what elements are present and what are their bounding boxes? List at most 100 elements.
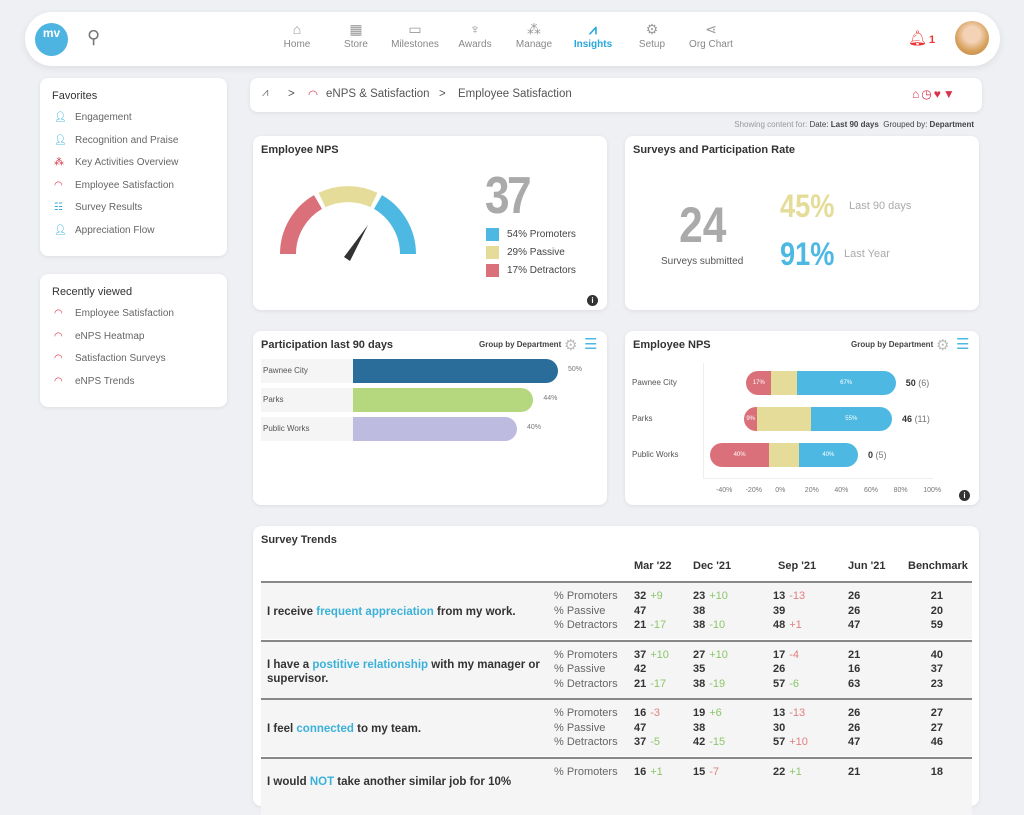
cell-value: 21 -17 xyxy=(634,619,666,631)
cell-value: 38 xyxy=(693,722,705,734)
nav-home[interactable]: ⌂ Home xyxy=(267,21,327,50)
stacked-bar[interactable]: 17% 67% xyxy=(746,371,896,395)
recent-item[interactable]: ◠ eNPS Heatmap xyxy=(40,329,227,352)
cell-value: 42 -15 xyxy=(693,736,725,748)
favorite-item[interactable]: 👤︎ Recognition and Praise xyxy=(40,133,227,156)
bar-row xyxy=(261,359,353,383)
value: 22 xyxy=(773,766,786,779)
value: 46 xyxy=(930,736,943,749)
value: 37 xyxy=(634,648,647,661)
value: 47 xyxy=(634,721,647,734)
recent-item[interactable]: ◠ Employee Satisfaction xyxy=(40,306,227,329)
participation-card: Participation last 90 days Group by Depa… xyxy=(253,331,607,505)
question-text: to my team. xyxy=(353,723,422,736)
favorite-item[interactable]: ☷ Survey Results xyxy=(40,200,227,223)
stacked-bar[interactable]: 9% 55% xyxy=(744,407,892,431)
recent-item[interactable]: ◠ Satisfaction Surveys xyxy=(40,351,227,374)
favorite-item[interactable]: ⁂ Key Activities Overview xyxy=(40,155,227,178)
gear-icon[interactable]: ⚙ xyxy=(936,337,950,354)
recent-item[interactable]: ◠ eNPS Trends xyxy=(40,374,227,397)
heart-icon[interactable]: ♥ xyxy=(933,87,943,101)
home-icon: ⌂ xyxy=(292,21,302,37)
favorite-label: Recognition and Praise xyxy=(75,134,179,146)
nav-org-chart[interactable]: ⋖ Org Chart xyxy=(681,21,741,50)
recent-label: Employee Satisfaction xyxy=(75,308,174,319)
nav-label: Store xyxy=(344,39,368,50)
column-header: Mar '22 xyxy=(634,560,672,572)
nav-milestones[interactable]: ▭ Milestones xyxy=(385,21,445,50)
value: 26 xyxy=(848,590,861,602)
bar-label: Public Works xyxy=(632,450,679,459)
cell-value: 27 xyxy=(923,722,943,734)
favorite-icon: 👤︎ xyxy=(54,224,67,236)
delta: -17 xyxy=(650,619,667,631)
card-title: Participation last 90 days xyxy=(261,339,394,351)
info-icon[interactable]: i xyxy=(959,490,970,501)
value: 20 xyxy=(930,604,943,617)
nav-awards[interactable]: ♆ Awards xyxy=(445,21,505,50)
enps-dept-card: Employee NPS Group by Department ⚙ ☰ Paw… xyxy=(625,331,979,505)
nav-insights[interactable]: ⩘ Insights xyxy=(563,21,623,50)
metric-label: % Passive xyxy=(554,721,606,734)
metric-label: % Promoters xyxy=(554,707,618,720)
cell-value: 27 xyxy=(923,707,943,719)
axis-tick: 80% xyxy=(893,487,908,494)
nav-label: Insights xyxy=(573,39,613,50)
value: 37 xyxy=(930,663,943,676)
nav-label: Awards xyxy=(458,39,492,50)
score-value: 46 xyxy=(902,414,913,424)
favorite-item[interactable]: 👤︎ Appreciation Flow xyxy=(40,223,227,246)
value: 35 xyxy=(693,663,706,676)
favorites-title: Favorites xyxy=(52,90,98,102)
insights-icon[interactable]: ⩘ xyxy=(262,87,269,99)
bar[interactable] xyxy=(353,417,517,441)
home-icon[interactable]: ⌂ xyxy=(912,87,922,101)
value: 47 xyxy=(848,619,861,631)
value: 47 xyxy=(634,604,647,617)
nav-manage[interactable]: ⁂ Manage xyxy=(504,21,564,50)
question-highlight: frequent appreciation xyxy=(316,606,434,618)
logo[interactable]: mv xyxy=(35,23,68,56)
cell-value: 37 -5 xyxy=(634,736,660,748)
value: 30 xyxy=(773,721,786,734)
cell-value: 47 xyxy=(634,605,646,617)
favorite-item[interactable]: 👤︎ Engagement xyxy=(40,110,227,133)
clock-icon[interactable]: ◷ xyxy=(921,87,934,101)
list-icon[interactable]: ☰ xyxy=(956,336,970,353)
score-value: 50 xyxy=(905,378,916,388)
delta: +1 xyxy=(789,766,802,779)
stacked-bar[interactable]: 40% 40% xyxy=(710,443,858,467)
nav-store[interactable]: ▦ Store xyxy=(326,21,386,50)
value: 17 xyxy=(773,648,786,661)
value: 26 xyxy=(848,707,861,720)
group-by-label[interactable]: Group by Department xyxy=(851,340,934,349)
cell-value: 47 xyxy=(848,619,860,631)
trophy-icon: ♆ xyxy=(469,21,481,37)
value: 26 xyxy=(848,721,861,734)
avatar[interactable] xyxy=(955,21,989,55)
bar[interactable] xyxy=(353,388,534,412)
search-icon[interactable]: ⚲ xyxy=(87,27,101,47)
gear-icon[interactable]: ⚙ xyxy=(564,337,578,354)
delta: -17 xyxy=(650,677,667,690)
info-icon[interactable]: i xyxy=(587,295,598,306)
favorite-item[interactable]: ◠ Employee Satisfaction xyxy=(40,178,227,201)
legend-item: 54% Promoters xyxy=(486,225,576,243)
group-by-label[interactable]: Group by Department xyxy=(479,340,562,349)
recent-label: Satisfaction Surveys xyxy=(75,353,166,364)
bar[interactable] xyxy=(353,359,558,383)
date-value: Last 90 days xyxy=(830,120,879,129)
breadcrumb-enps[interactable]: eNPS & Satisfaction xyxy=(326,88,430,100)
value: 21 xyxy=(848,648,861,661)
metric-label: % Promoters xyxy=(554,590,618,602)
passive-segment xyxy=(769,443,799,467)
bar-row xyxy=(261,388,353,412)
cell-value: 37 xyxy=(923,663,943,675)
list-icon[interactable]: ☰ xyxy=(584,336,598,353)
cell-value: 21 xyxy=(923,590,943,602)
store-icon: ▦ xyxy=(349,21,363,37)
axis-tick: 40% xyxy=(834,487,849,494)
nav-setup[interactable]: ⚙ Setup xyxy=(622,21,682,50)
bell-icon[interactable]: 🔔︎ 1 xyxy=(908,30,936,47)
filter-icon[interactable]: ▼ xyxy=(942,87,957,101)
